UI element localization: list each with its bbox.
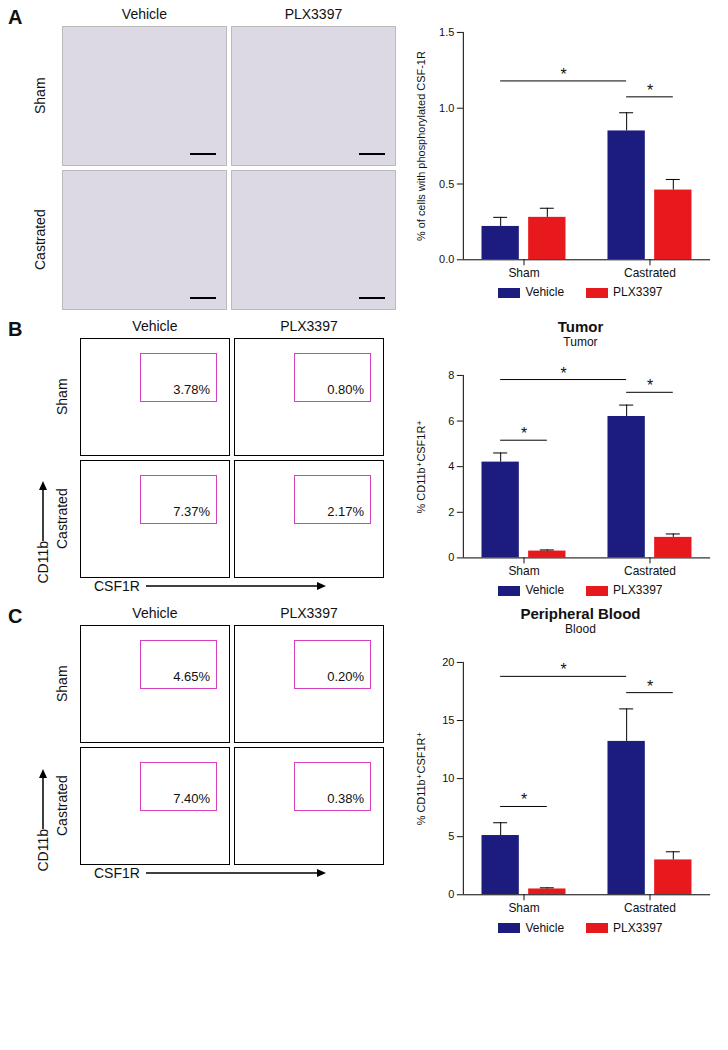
html-text:2.17%: 2.17%: [327, 503, 365, 519]
svg-text:Castrated: Castrated: [624, 564, 676, 578]
svg-text:10: 10: [442, 772, 454, 784]
html-text:Sham: Sham: [31, 77, 48, 115]
svg-text:*: *: [560, 662, 566, 679]
svg-text:1.5: 1.5: [439, 26, 454, 38]
svg-text:6: 6: [448, 415, 454, 427]
html-text:Castrated: Castrated: [53, 776, 70, 837]
html-text:CSF1R: CSF1R: [93, 578, 140, 594]
html-text:Vehicle: Vehicle: [132, 605, 178, 622]
svg-text:*: *: [647, 377, 653, 394]
html-text:CD11b: CD11b: [34, 828, 51, 872]
svg-text:0: 0: [448, 551, 454, 563]
html-text:A: A: [8, 6, 23, 28]
html-text:Blood: Blood: [565, 622, 596, 637]
html-text:Tumor: Tumor: [563, 335, 598, 349]
html-text:Castrated: Castrated: [53, 488, 70, 550]
svg-text:0.5: 0.5: [439, 178, 454, 190]
svg-text:8: 8: [448, 369, 454, 381]
svg-text:5: 5: [448, 831, 454, 843]
html-text:PLX3397: PLX3397: [613, 583, 663, 598]
svg-text:% CD11b⁺CSF1R⁺: % CD11b⁺CSF1R⁺: [415, 732, 427, 826]
svg-text:0: 0: [448, 889, 454, 901]
html-text:3.78%: 3.78%: [173, 381, 211, 397]
html-text:0.20%: 0.20%: [327, 669, 365, 684]
html-text:PLX3397: PLX3397: [280, 318, 338, 334]
html-text:Vehicle: Vehicle: [121, 6, 167, 22]
html-text:7.40%: 7.40%: [173, 791, 211, 806]
svg-text:15: 15: [442, 714, 454, 726]
html-text:PLX3397: PLX3397: [280, 605, 338, 622]
html-text:Vehicle: Vehicle: [525, 920, 565, 935]
html-text:0.80%: 0.80%: [327, 381, 365, 397]
html-text:PLX3397: PLX3397: [284, 6, 343, 22]
html-text:Tumor: Tumor: [557, 318, 604, 335]
svg-text:1.0: 1.0: [439, 102, 454, 114]
html-text:Sham: Sham: [53, 378, 70, 416]
html-text:PLX3397: PLX3397: [613, 285, 663, 300]
html-text:PLX3397: PLX3397: [613, 920, 663, 935]
html-text:Vehicle: Vehicle: [132, 318, 178, 334]
svg-text:4: 4: [448, 460, 454, 472]
html-text:7.37%: 7.37%: [173, 503, 211, 519]
html-text:B: B: [8, 318, 23, 340]
svg-text:*: *: [521, 792, 527, 809]
html-text:CSF1R: CSF1R: [93, 865, 140, 882]
svg-text:0.0: 0.0: [439, 253, 454, 265]
html-text:Peripheral Blood: Peripheral Blood: [520, 605, 641, 623]
html-text:Vehicle: Vehicle: [525, 583, 565, 598]
svg-text:% of cells with phosphorylated: % of cells with phosphorylated CSF-1R: [415, 51, 427, 241]
svg-text:Castrated: Castrated: [624, 266, 676, 280]
svg-text:*: *: [560, 66, 566, 83]
svg-text:20: 20: [442, 656, 454, 668]
html-text:CD11b: CD11b: [34, 541, 51, 584]
svg-text:*: *: [647, 82, 653, 99]
svg-text:Sham: Sham: [508, 266, 539, 280]
html-text:4.65%: 4.65%: [173, 669, 211, 684]
html-text:Sham: Sham: [53, 666, 70, 703]
html-text:0.38%: 0.38%: [327, 791, 365, 806]
html-text:Castrated: Castrated: [31, 209, 48, 271]
html-text:Vehicle: Vehicle: [525, 285, 565, 300]
svg-text:*: *: [560, 365, 566, 382]
svg-text:% CD11b⁺CSF1R⁺: % CD11b⁺CSF1R⁺: [415, 420, 427, 514]
svg-text:Sham: Sham: [508, 564, 539, 578]
svg-text:Sham: Sham: [508, 902, 539, 916]
svg-text:2: 2: [448, 506, 454, 518]
svg-text:Castrated: Castrated: [624, 902, 676, 916]
html-text:C: C: [8, 605, 23, 628]
svg-text:*: *: [521, 425, 527, 442]
svg-text:*: *: [647, 678, 653, 695]
